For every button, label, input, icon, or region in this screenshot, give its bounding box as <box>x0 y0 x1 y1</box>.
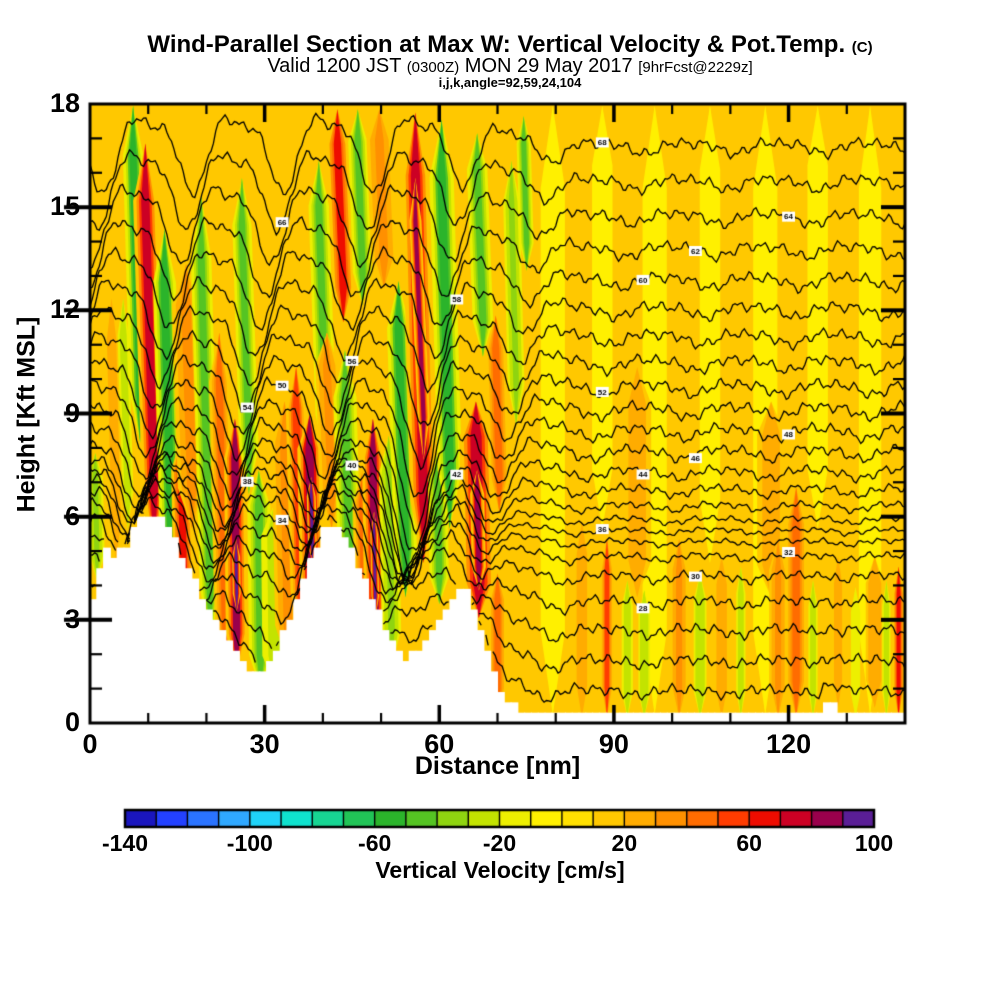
subtitle-date: MON 29 May 2017 <box>464 55 633 77</box>
colorbar-tick-label: 100 <box>854 830 894 856</box>
x-tick-label: 30 <box>249 729 280 759</box>
y-tick-label: 0 <box>64 707 80 737</box>
x-tick-label: 0 <box>82 729 98 759</box>
colorbar-tick-label: 20 <box>611 830 638 856</box>
title-main-text: Wind-Parallel Section at Max W: Vertical… <box>147 31 846 58</box>
colorbar-tick-label: 60 <box>736 830 762 856</box>
subtitle-prefix: Valid 1200 JST <box>267 55 402 77</box>
title-unit-text: (C) <box>851 39 873 56</box>
colorbar-tick-label: -20 <box>482 830 517 856</box>
x-tick-label: 90 <box>598 729 629 759</box>
x-axis-title: Distance [nm] <box>414 752 581 780</box>
page-title: Wind-Parallel Section at Max W: Vertical… <box>10 31 1000 59</box>
valid-time-subtitle: Valid 1200 JST (0300Z) MON 29 May 2017 [… <box>10 55 1000 78</box>
colorbar-tick-label: -60 <box>358 830 392 856</box>
colorbar-tick-label: -100 <box>226 830 273 856</box>
subtitle-zulu: (0300Z) <box>406 59 460 76</box>
x-tick-label: 120 <box>766 729 812 759</box>
y-tick-label: 6 <box>64 500 80 531</box>
colorbar-tick-label: -140 <box>101 830 149 856</box>
y-tick-label: 12 <box>49 294 80 325</box>
x-tick-label: 60 <box>424 729 455 759</box>
y-tick-label: 3 <box>64 603 80 634</box>
y-tick-label: 15 <box>49 191 80 222</box>
subtitle-forecast: [9hrFcst@2229z] <box>638 59 753 76</box>
y-tick-label: 18 <box>49 88 80 118</box>
colorbar-title: Vertical Velocity [cm/s] <box>375 857 625 883</box>
y-tick-label: 9 <box>64 397 80 428</box>
grid-info-line: i,j,k,angle=92,59,24,104 <box>438 75 582 90</box>
